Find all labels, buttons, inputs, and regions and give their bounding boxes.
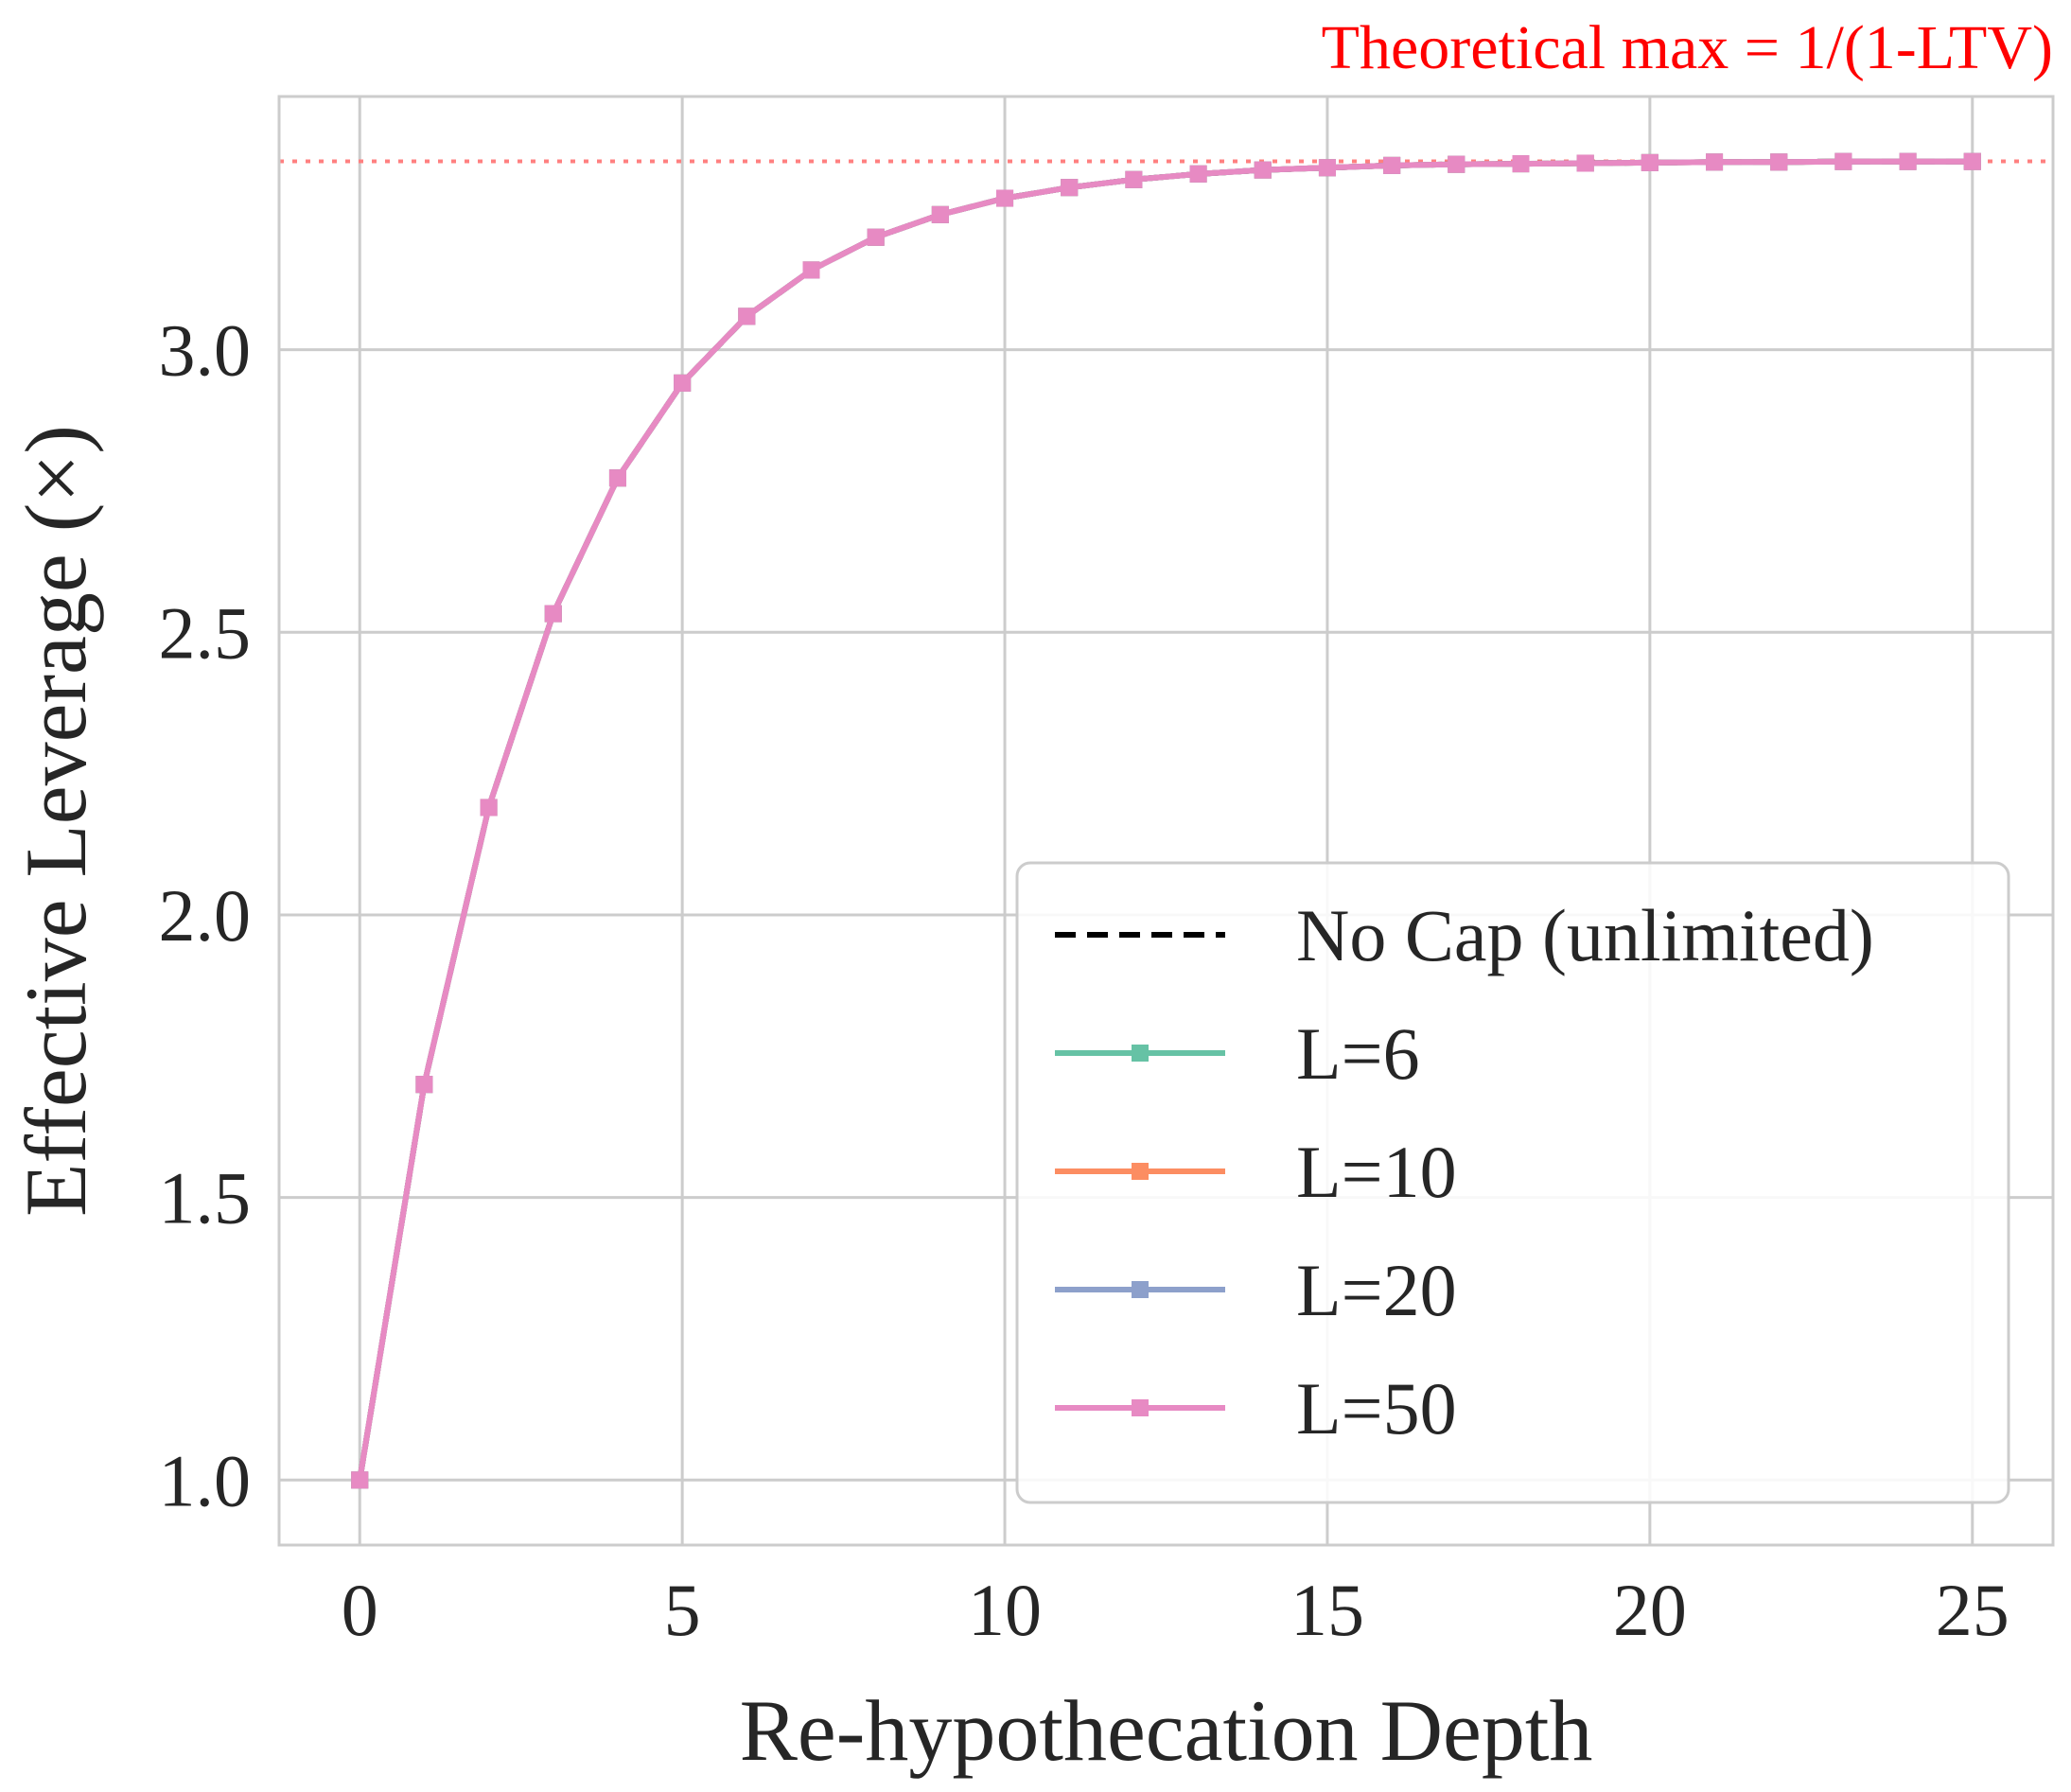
y-tick-label: 2.0 xyxy=(159,874,252,957)
legend-label: L=20 xyxy=(1296,1249,1457,1331)
x-tick-label: 15 xyxy=(1290,1569,1364,1651)
data-point xyxy=(996,189,1014,207)
x-tick-label: 20 xyxy=(1613,1569,1687,1651)
y-tick-label: 2.5 xyxy=(159,591,252,674)
y-tick-label: 1.0 xyxy=(159,1439,252,1521)
legend: No Cap (unlimited) L=6 L=10 L=20 L=50 xyxy=(1015,861,2010,1504)
theoretical-max-annotation: Theoretical max = 1/(1-LTV) xyxy=(1322,13,2053,82)
legend-box xyxy=(1015,861,2010,1504)
data-point xyxy=(1576,154,1594,172)
data-point xyxy=(1125,170,1143,188)
legend-item: No Cap (unlimited) xyxy=(1055,894,1874,976)
x-tick-label: 10 xyxy=(968,1569,1042,1651)
legend-marker xyxy=(1132,1163,1149,1180)
x-tick-label: 0 xyxy=(342,1569,378,1651)
legend-label: L=50 xyxy=(1296,1367,1457,1449)
legend-label: No Cap (unlimited) xyxy=(1296,894,1874,976)
data-point xyxy=(867,228,885,246)
grid xyxy=(279,97,2053,1545)
y-tick-label: 1.5 xyxy=(159,1157,252,1239)
data-point xyxy=(1448,155,1465,173)
data-point xyxy=(1254,161,1272,179)
data-point xyxy=(1061,179,1079,197)
data-point xyxy=(931,205,949,223)
y-axis-label: Effective Leverage (×) xyxy=(8,425,104,1217)
data-point xyxy=(1189,165,1207,183)
legend-marker xyxy=(1132,1045,1149,1062)
x-axis-label: Re-hypothecation Depth xyxy=(740,1682,1593,1779)
series-line xyxy=(357,158,1973,1481)
data-point xyxy=(738,307,756,325)
data-point xyxy=(1834,152,1852,170)
x-tick-label: 5 xyxy=(664,1569,701,1651)
data-point xyxy=(608,469,626,487)
data-point xyxy=(674,374,692,392)
data-point xyxy=(351,1471,369,1489)
data-point xyxy=(1963,152,1981,170)
data-point xyxy=(1383,156,1401,174)
legend-item: L=10 xyxy=(1055,1131,1457,1213)
data-point xyxy=(415,1076,433,1094)
legend-item: L=6 xyxy=(1055,1012,1420,1095)
y-tick-label: 3.0 xyxy=(159,309,252,392)
data-point xyxy=(1899,152,1917,170)
legend-label: L=6 xyxy=(1296,1012,1420,1095)
data-point xyxy=(544,605,562,623)
data-point xyxy=(802,261,820,279)
legend-marker xyxy=(1132,1399,1149,1416)
plot-frame xyxy=(277,95,2055,1547)
tick-labels: 0 5 10 15 20 25 1.0 1.5 2.0 2.5 3.0 xyxy=(159,309,2010,1651)
legend-label: L=10 xyxy=(1296,1131,1457,1213)
legend-marker xyxy=(1132,1281,1149,1298)
data-point xyxy=(1706,153,1724,171)
data-point xyxy=(1512,155,1530,173)
series-group xyxy=(351,152,1981,1489)
data-point xyxy=(1770,153,1788,171)
x-tick-label: 25 xyxy=(1936,1569,2010,1651)
data-point xyxy=(1318,159,1336,177)
legend-item: L=50 xyxy=(1055,1367,1457,1449)
legend-item: L=20 xyxy=(1055,1249,1457,1331)
series-L=50 xyxy=(351,152,1981,1489)
data-point xyxy=(1641,153,1659,171)
data-point xyxy=(480,799,498,817)
